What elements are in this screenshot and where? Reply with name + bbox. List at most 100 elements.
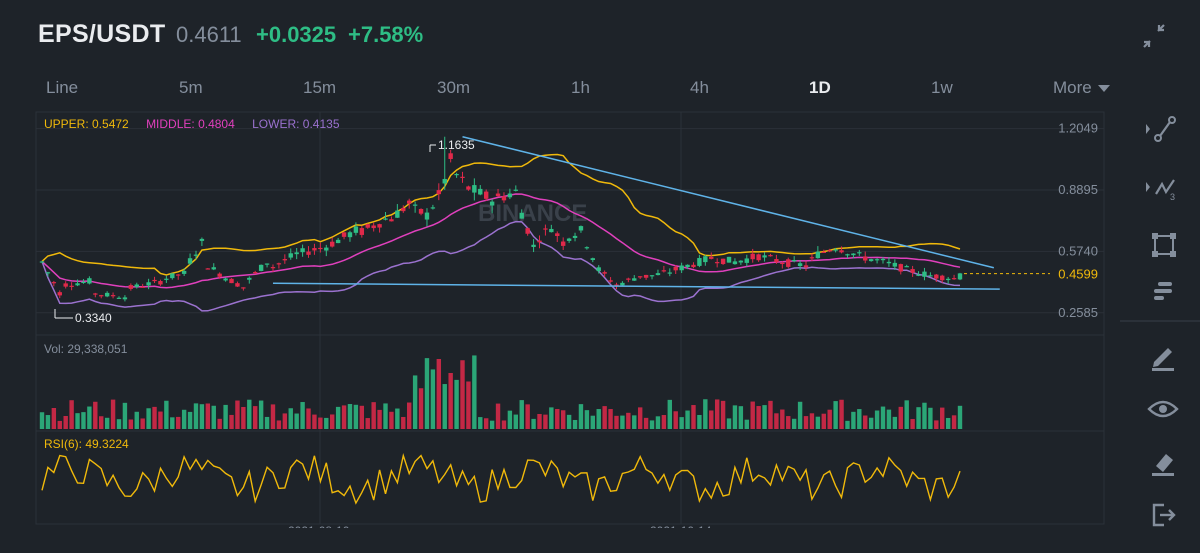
candle <box>620 282 625 286</box>
volume-bar <box>495 403 501 429</box>
candle <box>128 285 134 289</box>
volume-bar <box>229 414 234 429</box>
volume-bar <box>632 415 637 429</box>
tab-30m[interactable]: 30m <box>437 78 471 97</box>
candle <box>282 259 288 261</box>
volume-bar <box>454 379 459 429</box>
candle <box>685 264 690 268</box>
candle <box>383 218 388 220</box>
chart-frame <box>35 111 1105 525</box>
candle <box>430 207 436 209</box>
volume-bar <box>282 413 288 429</box>
volume-bar <box>531 418 536 429</box>
candle <box>762 255 767 258</box>
tab-1d[interactable]: 1D <box>809 78 831 97</box>
volume-bar <box>253 406 258 429</box>
volume-bar <box>288 408 293 429</box>
volume-bar <box>827 409 832 429</box>
candle <box>691 264 696 268</box>
tab-4h[interactable]: 4h <box>690 78 709 97</box>
candle <box>821 251 826 254</box>
volume-bar <box>57 420 62 429</box>
x-tick-label-1: 2021-08-10 <box>288 524 350 528</box>
candle <box>786 259 791 267</box>
volume-bar <box>193 403 199 429</box>
volume-bar <box>359 405 365 429</box>
candle <box>229 278 234 284</box>
candle <box>703 256 708 263</box>
volume-bar <box>643 417 649 429</box>
candle <box>667 272 672 274</box>
volume-bar <box>466 381 471 429</box>
candle <box>193 254 199 256</box>
candle <box>472 185 477 193</box>
volume-bar <box>614 415 619 429</box>
rectangle-tool[interactable] <box>1120 224 1200 264</box>
candle <box>791 260 797 262</box>
candle <box>412 204 418 206</box>
candle <box>780 262 785 265</box>
candle <box>892 262 898 267</box>
volume-bar <box>697 414 702 429</box>
volume-bar <box>45 415 51 429</box>
tab-1h[interactable]: 1h <box>571 78 590 97</box>
last-price: 0.4611 <box>176 22 242 47</box>
volume-bar <box>756 406 761 429</box>
candle <box>359 228 365 235</box>
candle <box>602 272 607 274</box>
candle <box>549 228 554 233</box>
candle <box>288 253 293 258</box>
volume-bar <box>519 400 524 429</box>
volume-bar <box>407 402 412 429</box>
volume-bar <box>661 415 667 429</box>
tab-15m[interactable]: 15m <box>303 78 337 97</box>
visibility-tool[interactable] <box>1120 388 1200 428</box>
price-chart[interactable]: BINANCE 1.2049 0.8895 0.5740 0.2585 0.4599 U… <box>0 108 1120 528</box>
candle <box>122 297 128 300</box>
trend-line-tool[interactable] <box>1120 108 1200 148</box>
volume-bar <box>335 406 341 429</box>
candle <box>270 267 276 269</box>
indicator-list-tool[interactable] <box>1120 270 1200 310</box>
volume-bar <box>51 407 57 429</box>
exit-tool[interactable] <box>1120 494 1200 534</box>
volume-bar <box>93 401 98 429</box>
volume-bar <box>578 404 584 429</box>
tab-more[interactable]: More <box>1053 78 1110 98</box>
tab-1w[interactable]: 1w <box>931 78 953 97</box>
pair-symbol[interactable]: EPS/USDT <box>38 20 166 48</box>
tab-5m[interactable]: 5m <box>179 78 203 97</box>
eraser-tool[interactable] <box>1120 442 1200 482</box>
candle <box>294 252 299 255</box>
candle <box>99 295 104 297</box>
fib-wave-tool[interactable]: 3 <box>1120 166 1200 206</box>
volume-bar <box>934 420 939 429</box>
volume-bar <box>744 419 749 429</box>
candle <box>264 263 270 265</box>
candle <box>300 248 305 253</box>
collapse-icon[interactable] <box>1140 22 1168 50</box>
tab-line[interactable]: Line <box>46 78 79 97</box>
volume-bar <box>703 399 708 429</box>
volume-bar <box>483 418 489 429</box>
draw-tool[interactable] <box>1120 336 1200 376</box>
volume-bar <box>324 417 329 429</box>
binance-watermark: BINANCE <box>478 200 587 227</box>
candle <box>637 276 643 278</box>
exit-icon <box>1152 503 1176 527</box>
volume-bar <box>170 417 175 429</box>
rsi-line <box>41 452 961 505</box>
candle <box>537 240 542 243</box>
price-tick-label-3: 0.5740 <box>1058 243 1098 258</box>
volume-bar <box>217 418 222 429</box>
volume-bar <box>904 400 909 429</box>
price-tick-label-2: 0.8895 <box>1058 182 1098 197</box>
candle <box>827 250 832 252</box>
volume-bar <box>318 417 323 429</box>
candle <box>809 257 815 259</box>
candle <box>868 259 874 262</box>
volume-bar <box>709 410 714 429</box>
volume-bar <box>679 417 684 429</box>
volume-bar <box>590 415 595 429</box>
volume-bar <box>951 415 957 429</box>
